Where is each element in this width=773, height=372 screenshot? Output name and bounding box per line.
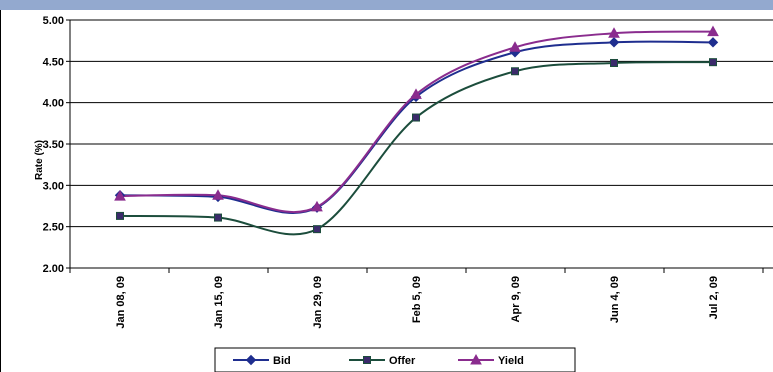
title-banner [0,0,773,10]
data-point-yield [114,190,126,201]
y-tick-label: 5.00 [43,15,64,27]
x-tick-labels: Jan 08, 09 Jan 15, 09 Jan 29, 09 Feb 5, 09 A… [115,276,720,329]
data-point-offer [412,113,420,122]
left-border [0,10,1,372]
x-tick-label: Apr 9, 09 [510,276,522,322]
grid-lines [66,19,773,269]
series-lines [119,30,714,236]
data-point-yield [212,189,224,200]
series-line-bid [119,40,714,214]
x-tick-label: Jan 15, 09 [213,276,225,329]
data-point-yield [608,27,620,38]
legend-swatch-marker [470,353,482,365]
y-axis-label: Rate (%) [34,140,45,180]
y-tick-label: 2.00 [43,263,64,275]
data-point-offer [214,213,222,222]
data-point-offer [313,225,321,234]
y-tick-label: 2.50 [43,222,64,234]
data-point-offer [116,211,124,220]
x-tick-label: Feb 5, 09 [411,276,423,323]
legend-label: Bid [273,355,291,367]
legend-item-offer: Offer [349,355,416,367]
legend-item-yield: Yield [458,353,524,367]
y-tick-label: 4.00 [43,98,64,110]
data-point-yield [410,88,422,99]
x-tick-label: Jun 4, 09 [609,276,621,323]
data-point-offer [610,58,618,67]
data-point-yield [311,200,323,212]
data-point-offer [709,58,717,67]
legend-label: Offer [389,355,416,367]
legend-swatch-marker [363,356,371,364]
data-point-offer [511,67,519,76]
y-tick-labels: 2.00 2.50 3.00 3.50 4.00 4.50 5.00 [43,15,64,275]
series-markers [114,25,719,234]
y-tick-label: 3.00 [43,180,64,192]
data-point-bid [608,37,620,48]
legend: Bid Offer Yield [214,347,576,372]
data-point-yield [509,41,521,52]
x-tick-label: Jul 2, 09 [708,276,720,319]
y-tick-label: 3.50 [43,139,64,151]
series-line-offer [119,61,714,236]
data-point-yield [707,25,719,37]
y-tick-label: 4.50 [43,56,64,68]
x-tick-label: Jan 08, 09 [115,276,127,329]
x-tick-label: Jan 29, 09 [312,276,324,329]
legend-label: Yield [498,355,524,367]
line-chart: 2.002.503.003.504.004.505.00 Jan 08, 09 J… [34,15,773,372]
legend-item-bid: Bid [233,354,291,367]
axes [69,20,773,273]
data-point-bid [707,37,719,48]
legend-box [214,347,576,372]
legend-swatch-marker [245,354,257,366]
